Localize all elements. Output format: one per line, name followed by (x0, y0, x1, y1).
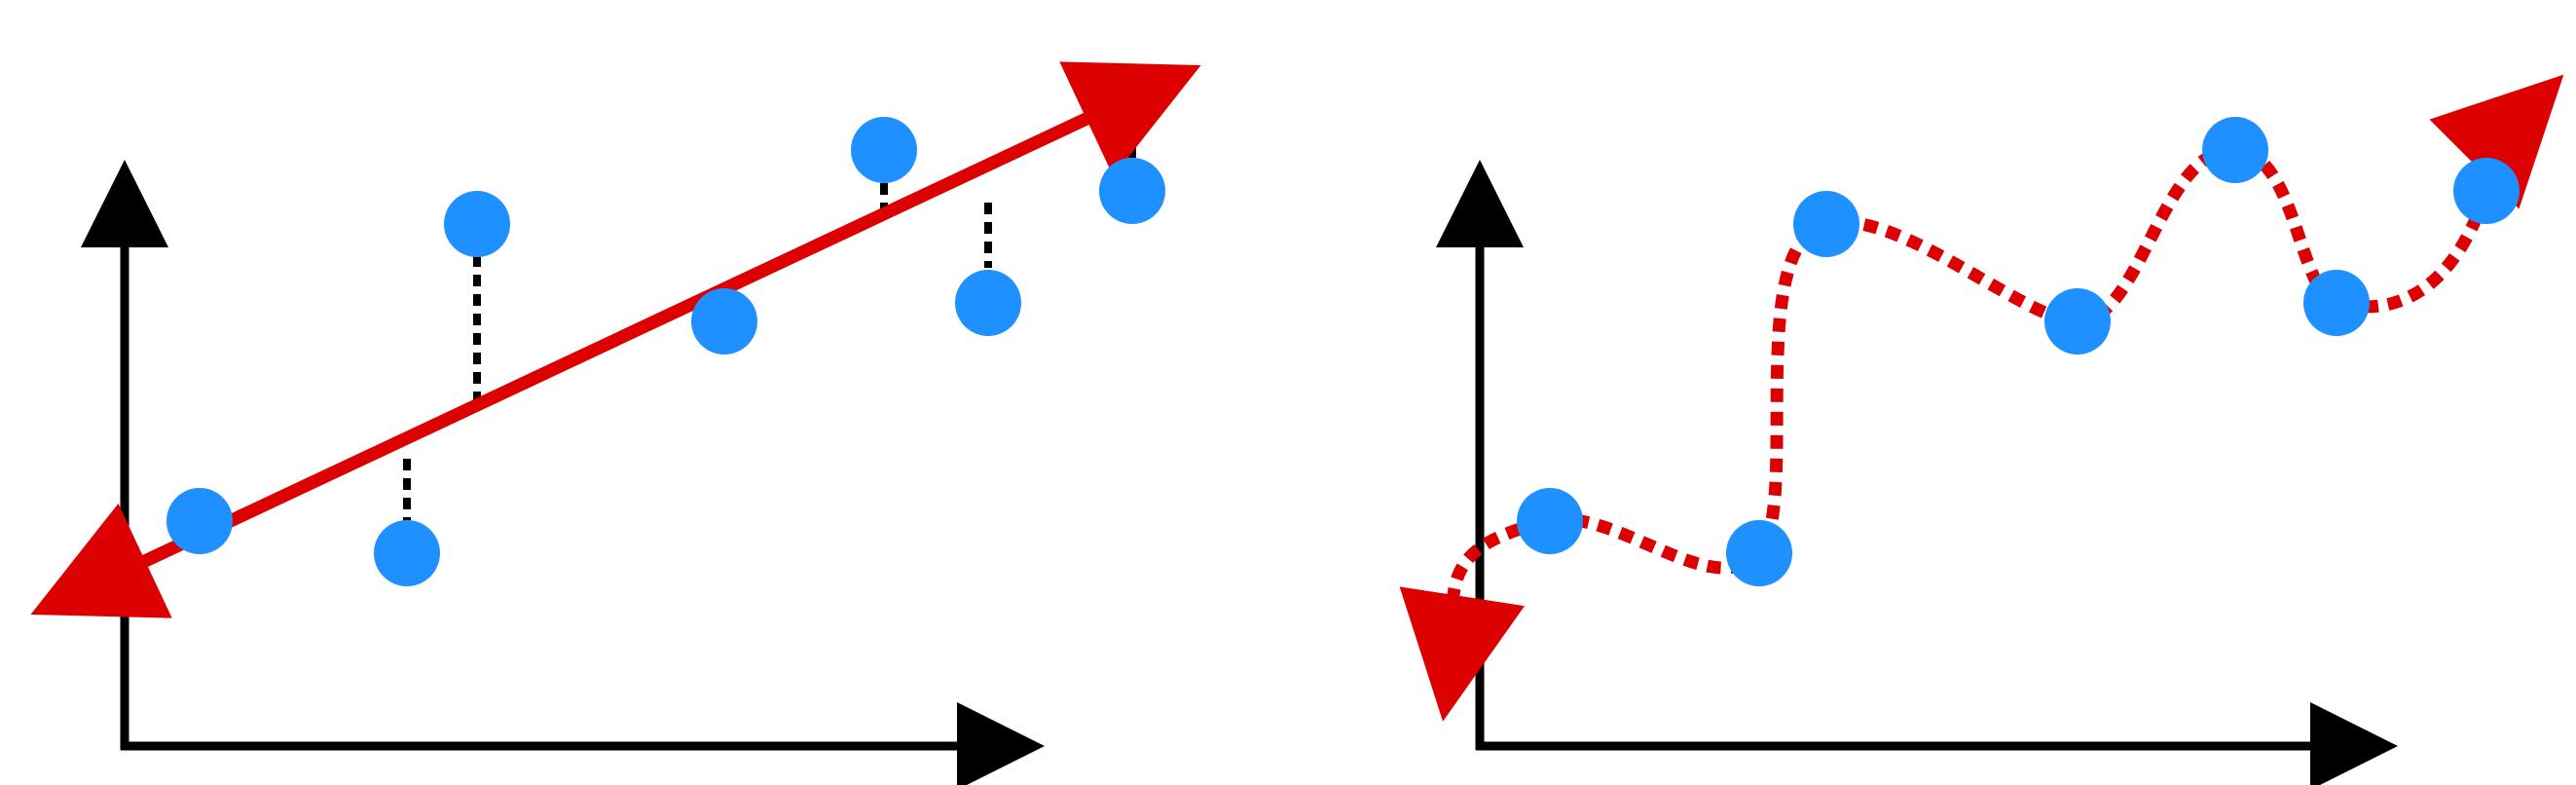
data-points-left (166, 117, 1165, 586)
data-points-right (1517, 117, 2520, 586)
data-point (2044, 288, 2111, 355)
panel-linear-fit (30, 61, 1201, 785)
data-point (955, 270, 1021, 336)
data-point (1099, 158, 1165, 224)
data-point (2202, 117, 2268, 183)
linear-fit-line-start (55, 61, 1201, 608)
overfit-curve-start-arrow (1399, 586, 1526, 722)
data-point (374, 520, 440, 586)
data-point (1793, 191, 1859, 257)
residual-lines (403, 127, 1136, 521)
data-point (166, 488, 233, 554)
data-point (2453, 158, 2520, 224)
data-point (1726, 520, 1792, 586)
data-point (851, 117, 917, 183)
data-point (691, 288, 757, 355)
data-point (1517, 488, 1583, 554)
data-point (2303, 270, 2370, 336)
panel-overfit-curve (1399, 74, 2564, 785)
overfit-curve-line (1446, 74, 2564, 673)
data-point (444, 191, 510, 257)
